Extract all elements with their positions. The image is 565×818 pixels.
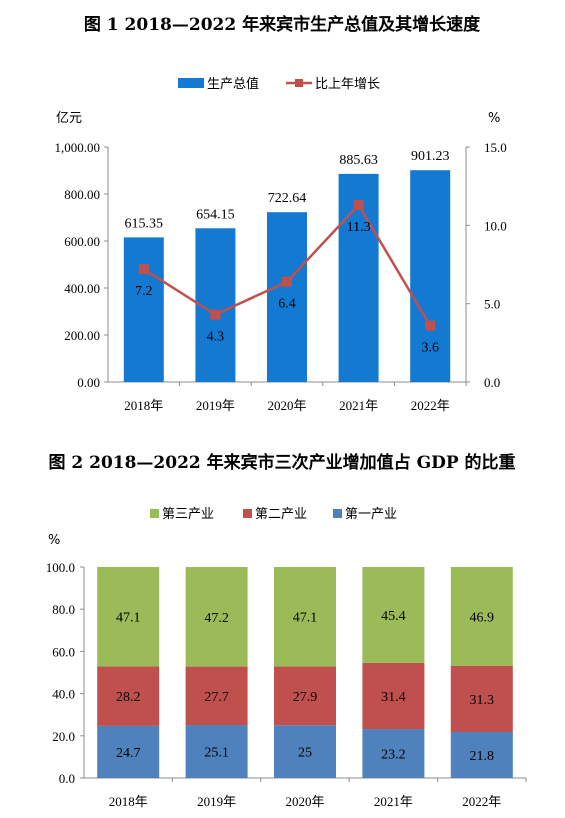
y-tick-label: 60.0 <box>52 644 75 659</box>
bar-value-label-0: 615.35 <box>125 216 164 231</box>
legend-label-1: 第二产业 <box>255 507 307 522</box>
segment-value-label: 25.1 <box>204 746 229 761</box>
x-tick-label-3: 2021年 <box>339 398 378 413</box>
growth-value-label-2: 6.4 <box>278 297 296 312</box>
stack-segment-0-3 <box>362 729 425 778</box>
segment-value-label: 31.4 <box>381 690 406 705</box>
x-tick-label-1: 2019年 <box>197 794 236 809</box>
growth-value-label-0: 7.2 <box>135 284 153 299</box>
line-growth-marker-1 <box>210 309 221 320</box>
segment-value-label: 31.3 <box>470 693 495 708</box>
line-growth-marker-2 <box>282 276 292 287</box>
stack-segment-2-3 <box>362 567 425 663</box>
legend-marker-growth <box>295 79 303 87</box>
legend-label-growth: 比上年增长 <box>315 77 380 92</box>
y-tick-label: 80.0 <box>52 602 75 617</box>
y-left-tick-label: 200.00 <box>64 328 100 343</box>
stack-segment-0-4 <box>450 732 513 778</box>
segment-value-label: 47.1 <box>293 611 318 626</box>
stack-segment-0-1 <box>185 725 248 778</box>
y-axis-unit: % <box>48 533 60 548</box>
y-left-tick-label: 1,000.00 <box>55 140 101 155</box>
segment-value-label: 28.2 <box>116 690 141 705</box>
segment-value-label: 47.1 <box>116 611 141 626</box>
line-growth-marker-4 <box>425 320 436 331</box>
y-left-tick-label: 800.00 <box>64 187 100 202</box>
stack-segment-2-4 <box>450 567 513 666</box>
segment-value-label: 21.8 <box>470 749 495 764</box>
segment-value-label: 46.9 <box>470 610 495 625</box>
y-tick-label: 100.0 <box>46 560 75 575</box>
x-tick-label-2: 2020年 <box>267 398 306 413</box>
bar-value-label-3: 885.63 <box>339 153 378 168</box>
bar-gdp-0 <box>123 237 164 382</box>
y-tick-label: 20.0 <box>52 729 75 744</box>
y-axis-left-unit: 亿元 <box>56 111 82 126</box>
segment-value-label: 47.2 <box>204 611 229 626</box>
y-right-tick-label: 0.0 <box>484 375 500 390</box>
stack-segment-1-3 <box>362 662 425 730</box>
line-growth-marker-0 <box>138 264 149 275</box>
legend-label-0: 第一产业 <box>345 507 397 522</box>
stack-segment-1-2 <box>274 666 336 726</box>
y-left-tick-label: 600.00 <box>64 234 100 249</box>
segment-value-label: 27.9 <box>293 690 318 705</box>
growth-value-label-1: 4.3 <box>207 330 225 345</box>
y-left-tick-label: 0.00 <box>77 375 100 390</box>
bar-gdp-4 <box>410 170 451 382</box>
y-right-tick-label: 10.0 <box>484 218 507 233</box>
bar-gdp-2 <box>267 212 307 382</box>
x-tick-label-4: 2022年 <box>411 398 450 413</box>
stack-segment-2-0 <box>97 567 160 667</box>
x-tick-label-0: 2018年 <box>109 794 148 809</box>
legend-label-gdp: 生产总值 <box>207 76 259 92</box>
stack-segment-2-1 <box>185 567 248 667</box>
legend-swatch-0 <box>333 509 342 518</box>
bar-value-label-2: 722.64 <box>268 191 307 206</box>
stack-segment-1-0 <box>97 666 160 726</box>
stack-segment-0-2 <box>274 725 336 778</box>
stack-segment-1-4 <box>450 665 513 733</box>
y-tick-label: 40.0 <box>52 687 75 702</box>
bar-value-label-1: 654.15 <box>196 207 235 222</box>
y-tick-label: 0.0 <box>59 771 75 786</box>
x-tick-label-4: 2022年 <box>462 794 501 809</box>
legend-swatch-1 <box>243 509 252 518</box>
legend-swatch-gdp <box>178 78 204 88</box>
chart-2-title: 图 2 2018—2022 年来宾市三次产业增加值占 GDP 的比重 <box>48 452 515 473</box>
bar-value-label-4: 901.23 <box>411 149 450 164</box>
segment-value-label: 24.7 <box>116 746 141 761</box>
x-tick-label-3: 2021年 <box>374 794 413 809</box>
segment-value-label: 23.2 <box>381 748 406 763</box>
legend-label-2: 第三产业 <box>162 507 214 522</box>
segment-value-label: 27.7 <box>204 690 229 705</box>
x-tick-label-2: 2020年 <box>285 794 324 809</box>
y-right-tick-label: 5.0 <box>484 297 500 312</box>
stack-segment-1-1 <box>185 666 248 726</box>
y-axis-right-unit: % <box>488 111 500 126</box>
legend-swatch-2 <box>150 509 159 518</box>
growth-value-label-4: 3.6 <box>421 341 439 356</box>
chart-1-title: 图 1 2018—2022 年来宾市生产总值及其增长速度 <box>84 14 481 35</box>
y-right-tick-label: 15.0 <box>484 140 507 155</box>
line-growth-marker-3 <box>353 199 364 210</box>
stack-segment-2-2 <box>274 567 336 667</box>
segment-value-label: 45.4 <box>381 609 406 624</box>
stack-segment-0-0 <box>97 725 160 778</box>
growth-value-label-3: 11.3 <box>347 220 371 235</box>
y-left-tick-label: 400.00 <box>64 281 100 296</box>
x-tick-label-1: 2019年 <box>196 398 235 413</box>
x-tick-label-0: 2018年 <box>124 398 163 413</box>
segment-value-label: 25 <box>298 746 312 761</box>
